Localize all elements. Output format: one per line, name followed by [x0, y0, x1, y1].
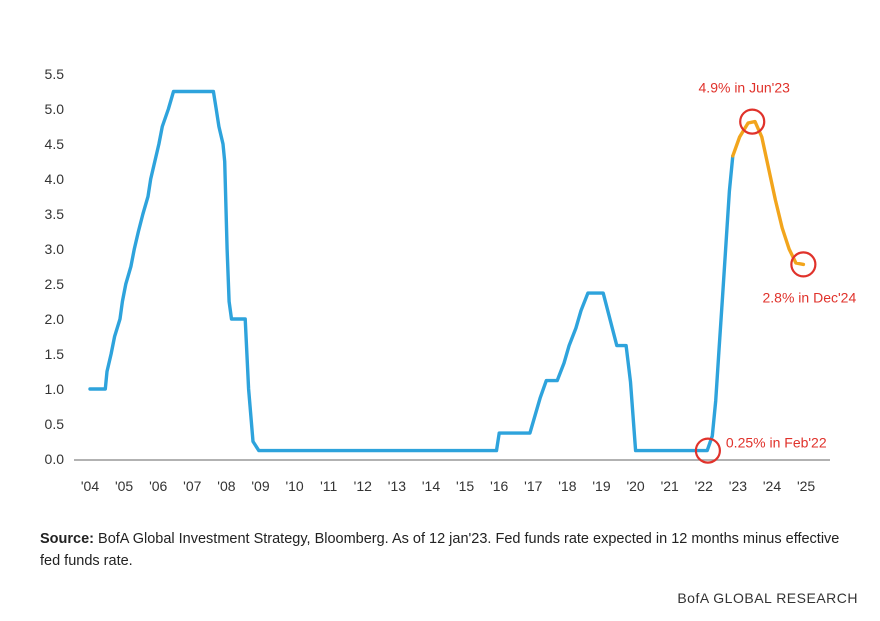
x-tick-label: '25	[797, 478, 815, 494]
x-tick-label: '17	[524, 478, 542, 494]
x-tick-label: '05	[115, 478, 133, 494]
x-tick-label: '15	[456, 478, 474, 494]
annotation-label: 0.25% in Feb'22	[726, 435, 827, 451]
historical-rate-line	[88, 89, 735, 453]
x-tick-label: '08	[217, 478, 235, 494]
x-tick-label: '24	[763, 478, 781, 494]
y-tick-label: 5.0	[45, 101, 65, 117]
series-lines	[88, 89, 806, 453]
annotations: 4.9% in Jun'23 2.8% in Dec'24 0.25% in Feb…	[694, 80, 857, 464]
annotation-circle	[694, 437, 721, 464]
x-tick-label: '04	[81, 478, 99, 494]
x-tick-label: '13	[388, 478, 406, 494]
x-tick-label: '16	[490, 478, 508, 494]
x-tick-label: '20	[626, 478, 644, 494]
x-tick-label: '07	[183, 478, 201, 494]
y-tick-label: 5.5	[45, 66, 65, 82]
y-tick-label: 0.5	[45, 416, 65, 432]
brand-label: BofA GLOBAL RESEARCH	[677, 590, 858, 606]
fed-funds-chart: 0.0 0.5 1.0 1.5 2.0 2.5 3.0 3.5 4.0 4.5 5.0 5.5 '04…	[45, 66, 857, 494]
source-text: BofA Global Investment Strategy, Bloombe…	[40, 531, 840, 569]
annotation-circle	[790, 251, 817, 278]
annotation-label: 2.8% in Dec'24	[763, 289, 857, 305]
x-tick-label: '11	[320, 478, 337, 494]
y-tick-label: 3.0	[45, 241, 65, 257]
x-tick-label: '10	[285, 478, 303, 494]
y-tick-label: 0.0	[45, 451, 65, 467]
annotation-circle	[739, 108, 766, 135]
y-axis-ticks: 0.0 0.5 1.0 1.5 2.0 2.5 3.0 3.5 4.0 4.5 5.0 5.5	[45, 66, 65, 467]
y-tick-label: 4.0	[45, 171, 65, 187]
y-tick-label: 3.5	[45, 206, 65, 222]
y-tick-label: 1.0	[45, 381, 65, 397]
x-tick-label: '23	[729, 478, 747, 494]
x-tick-label: '09	[251, 478, 269, 494]
source-note: Source: BofA Global Investment Strategy,…	[40, 528, 860, 572]
y-tick-label: 2.0	[45, 311, 65, 327]
x-axis-ticks: '04 '05 '06 '07 '08 '09 '10 '11 '12 '13 '14 '15 '16 '…	[81, 478, 816, 494]
y-tick-label: 2.5	[45, 276, 65, 292]
x-tick-label: '19	[592, 478, 610, 494]
source-label: Source:	[40, 531, 94, 547]
y-tick-label: 4.5	[45, 136, 65, 152]
x-tick-label: '18	[558, 478, 576, 494]
x-tick-label: '12	[354, 478, 372, 494]
x-tick-label: '14	[422, 478, 440, 494]
x-tick-label: '06	[149, 478, 167, 494]
annotation-label: 4.9% in Jun'23	[699, 80, 791, 96]
x-tick-label: '21	[661, 478, 679, 494]
x-tick-label: '22	[695, 478, 713, 494]
y-tick-label: 1.5	[45, 346, 65, 362]
expected-rate-line	[731, 119, 806, 267]
